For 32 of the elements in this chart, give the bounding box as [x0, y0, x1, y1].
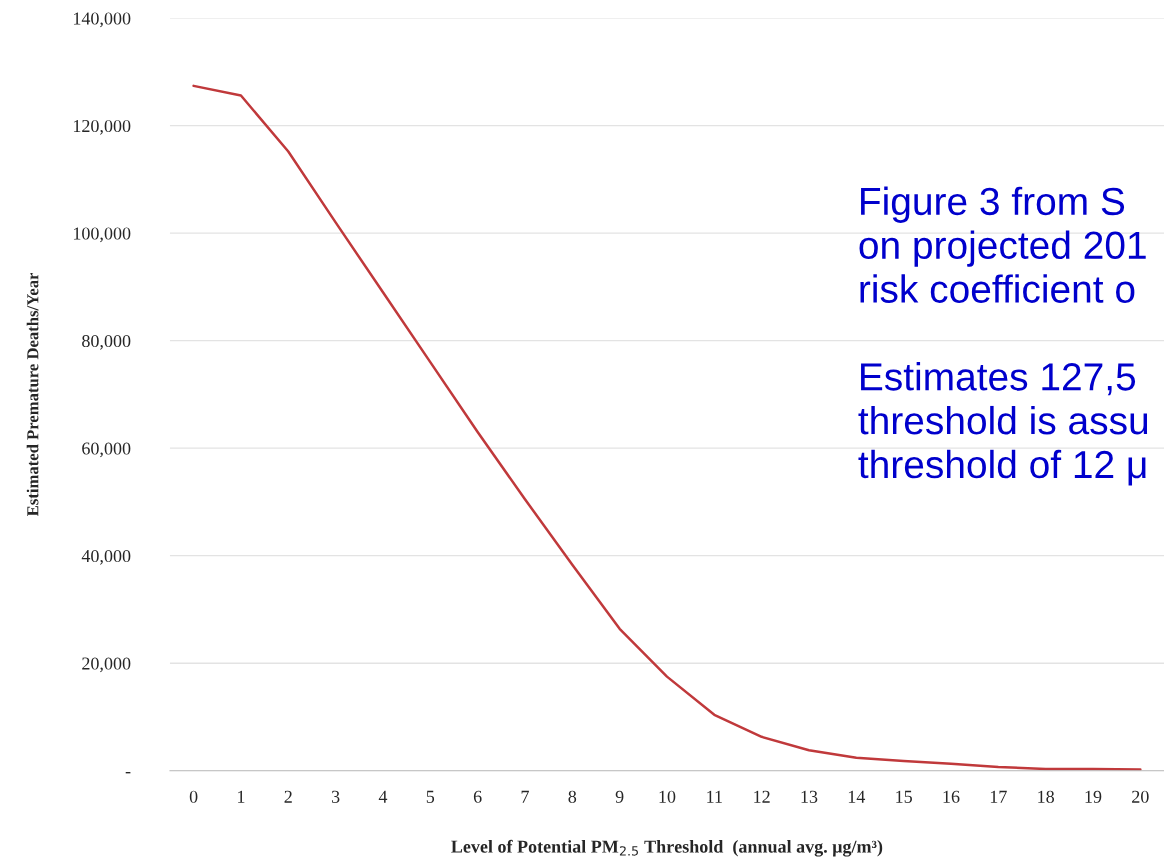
y-axis-title: Estimated Premature Deaths/Year [26, 272, 39, 517]
x-tick-label: 9 [615, 790, 624, 803]
x-tick-label: 2 [284, 790, 292, 803]
y-tick-label: 120,000 [73, 119, 131, 135]
y-tick-label: 60,000 [82, 442, 131, 458]
x-tick-label: 20 [1132, 790, 1149, 803]
x-tick-label: 16 [943, 790, 960, 803]
x-tick-label: 19 [1085, 790, 1102, 803]
x-tick-label: 13 [801, 790, 818, 803]
x-tick-label: 7 [521, 790, 529, 803]
x-tick-label: 11 [707, 790, 722, 803]
x-tick-label: 18 [1038, 790, 1054, 803]
y-tick-label: 20,000 [82, 657, 131, 673]
x-tick-label: 5 [426, 790, 435, 803]
x-tick-label: 0 [189, 790, 198, 803]
text: Figure 3 from S on projected 201 risk coefficient o Estimates 127,5 threshold is assu threshold of 12 μ [858, 186, 1148, 486]
x-axis-title: Level of Potential PM$_{2.5}$ Threshold (annual avg. μg/m³) [451, 839, 883, 857]
x-tick-label: 8 [568, 790, 577, 803]
x-tick-label: 14 [848, 790, 866, 803]
x-tick-label: 12 [754, 790, 770, 803]
x-tick-label: 4 [378, 790, 388, 803]
x-tick-label: 10 [659, 790, 676, 803]
x-tick-label: 17 [990, 790, 1007, 803]
x-tick-label: 3 [331, 790, 340, 803]
x-tick-label: 1 [238, 790, 245, 803]
x-tick-label: 6 [473, 790, 482, 803]
x-tick-label: 15 [896, 790, 912, 803]
y-tick-label: 80,000 [82, 334, 131, 350]
y-tick-label: 40,000 [81, 549, 131, 565]
y-tick-label: 100,000 [73, 227, 131, 243]
y-tick-label: - [125, 772, 131, 774]
y-tick-label: 140,000 [73, 12, 131, 28]
